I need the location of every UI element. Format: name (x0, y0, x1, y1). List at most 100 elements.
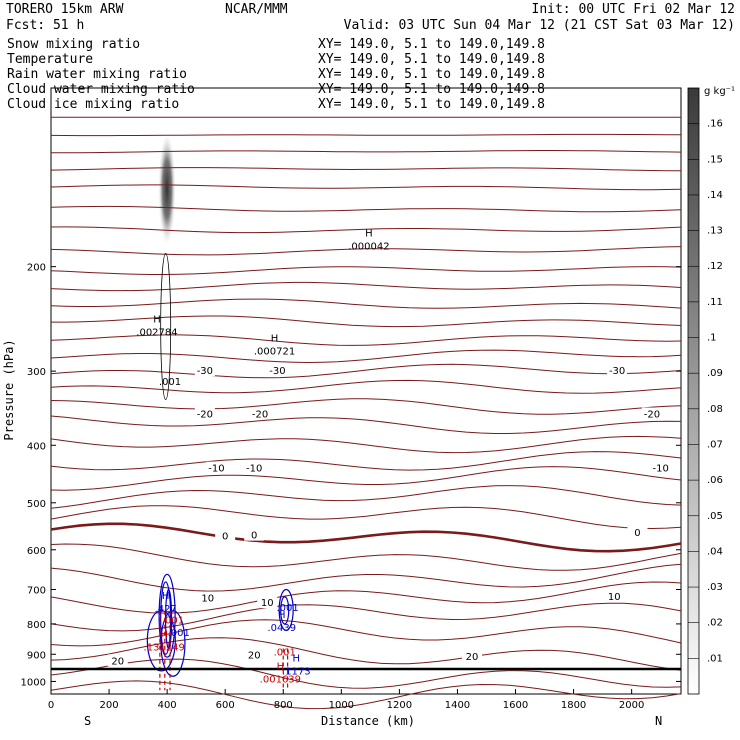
field-xy-snow: XY= 149.0, 5.1 to 149.0,149.8 (318, 37, 545, 52)
temperature-label-bg (257, 596, 278, 609)
x-tick-label: 1800 (561, 700, 586, 711)
temperature-label: 20 (466, 652, 479, 663)
isotherm (50, 298, 682, 309)
temperature-label-bg (641, 407, 662, 420)
isotherm (50, 167, 682, 172)
isotherm (50, 581, 682, 614)
temperature-label-bg (267, 364, 288, 377)
y-tick-label: 1000 (21, 677, 46, 688)
model-title: TORERO 15km ARW (6, 2, 124, 17)
extremum-value: .001 (159, 377, 181, 388)
colorbar-tick-label: .07 (707, 439, 723, 450)
isotherm (50, 379, 682, 394)
temperature-label: 10 (261, 598, 274, 609)
isotherm (50, 415, 682, 434)
y-tick-label: 600 (27, 546, 46, 557)
extremum-value: .001 (274, 647, 296, 658)
extrema-labels: H.000042H.002784H.000721.001H.427.001.00… (136, 229, 389, 686)
temperature-label-bg (244, 648, 265, 661)
extremum-value: .427 (155, 604, 177, 615)
y-tick-label: 200 (27, 263, 46, 274)
extremum-marker: H (365, 229, 373, 240)
x-tick-label: 1200 (387, 700, 412, 711)
x-tick-label: 200 (100, 700, 119, 711)
extremum-value: .000721 (254, 347, 295, 358)
temperature-label: -20 (644, 410, 660, 421)
isotherm (50, 543, 682, 571)
isotherm (50, 205, 682, 213)
temperature-label: -20 (197, 410, 213, 421)
isotherm (50, 466, 682, 491)
temperature-contours (50, 116, 682, 710)
x-tick-label: 1600 (503, 700, 528, 711)
colorbar-tick-label: .15 (707, 154, 723, 165)
temperature-label: 20 (248, 651, 261, 662)
snow-shading (158, 137, 176, 253)
isotherm (50, 451, 682, 471)
x-tick-label: 800 (274, 700, 293, 711)
extremum-marker: H (278, 610, 286, 621)
extremum-value: .001 (276, 603, 298, 614)
x-tick-label: 400 (158, 700, 177, 711)
colorbar: g kg⁻¹ .01 .02 .03 .04 .05 .06 .07 .08 .09 .1 .11.… (687, 86, 735, 695)
extremum-marker: H (153, 314, 161, 325)
colorbar-tick-label: .12 (707, 261, 723, 272)
isotherm (50, 266, 682, 275)
plot-frame (50, 87, 682, 695)
field-name-cloud-ice: Cloud ice mixing ratio (7, 97, 179, 112)
isotherm (50, 363, 682, 379)
temperature-label: 0 (634, 528, 640, 539)
field-name-rain: Rain water mixing ratio (7, 67, 187, 82)
y-tick-label: 700 (27, 586, 46, 597)
temperature-label-bg (604, 589, 625, 602)
isotherm (50, 349, 682, 364)
extremum-value: .131249 (144, 643, 185, 654)
isotherm (50, 246, 682, 256)
isotherm (51, 315, 682, 328)
extremum-value: .1173 (282, 666, 311, 677)
extremum-marker: H (271, 334, 279, 345)
temperature-label: -10 (653, 464, 669, 475)
colorbar-tick-label: .03 (707, 582, 723, 593)
extremum-marker: H (293, 653, 301, 664)
temperature-label-bg (627, 525, 648, 538)
isotherm (51, 150, 682, 154)
temperature-labels: -30 -30 -30 -20 -20 -20 -10 -10 -10 0 0 0 10 10 10 20 20… (107, 364, 671, 667)
isotherm (50, 435, 682, 454)
y-tick-label: 400 (27, 441, 46, 452)
field-xy-cloud-ice: XY= 149.0, 5.1 to 149.0,149.8 (318, 97, 545, 112)
y-tick-label: 800 (27, 620, 46, 631)
extremum-marker: H (160, 630, 168, 641)
colorbar-tick-label: .01 (707, 653, 723, 664)
extremum-value: .001 (168, 628, 190, 639)
colorbar-tick-label: .06 (707, 475, 723, 486)
field-name-cloud-water: Cloud water mixing ratio (7, 82, 195, 97)
temperature-label-bg (461, 650, 482, 663)
extremum-marker: H (162, 591, 170, 602)
temperature-label-bg (607, 364, 628, 377)
isotherm (50, 281, 682, 292)
colorbar-tick-label: .11 (707, 297, 723, 308)
x-axis-label: Distance (km) (321, 714, 415, 728)
temperature-label-bg (250, 407, 271, 420)
temperature-label-bg (107, 654, 128, 667)
cloud-ice-contour (160, 253, 172, 400)
isotherm (50, 619, 682, 647)
field-name-snow: Snow mixing ratio (7, 37, 140, 52)
x-axis: 0 200 400 600 800 1000 1200 1400 1600 1800 2000 (48, 689, 644, 711)
extremum-value: .002784 (136, 327, 177, 338)
isotherm (50, 637, 682, 671)
field-xy-rain: XY= 149.0, 5.1 to 149.0,149.8 (318, 67, 545, 82)
colorbar-tick-label: .04 (707, 546, 723, 557)
temperature-label: 20 (111, 656, 124, 667)
isotherm (50, 485, 682, 509)
temperature-label-bg (194, 407, 215, 420)
y-tick-label: 300 (27, 367, 46, 378)
hydrometeor-contours (146, 253, 294, 691)
cloud-water-contour (158, 573, 176, 658)
isotherm (50, 226, 682, 234)
isotherm (50, 505, 682, 530)
colorbar-tick-label: .08 (707, 404, 723, 415)
